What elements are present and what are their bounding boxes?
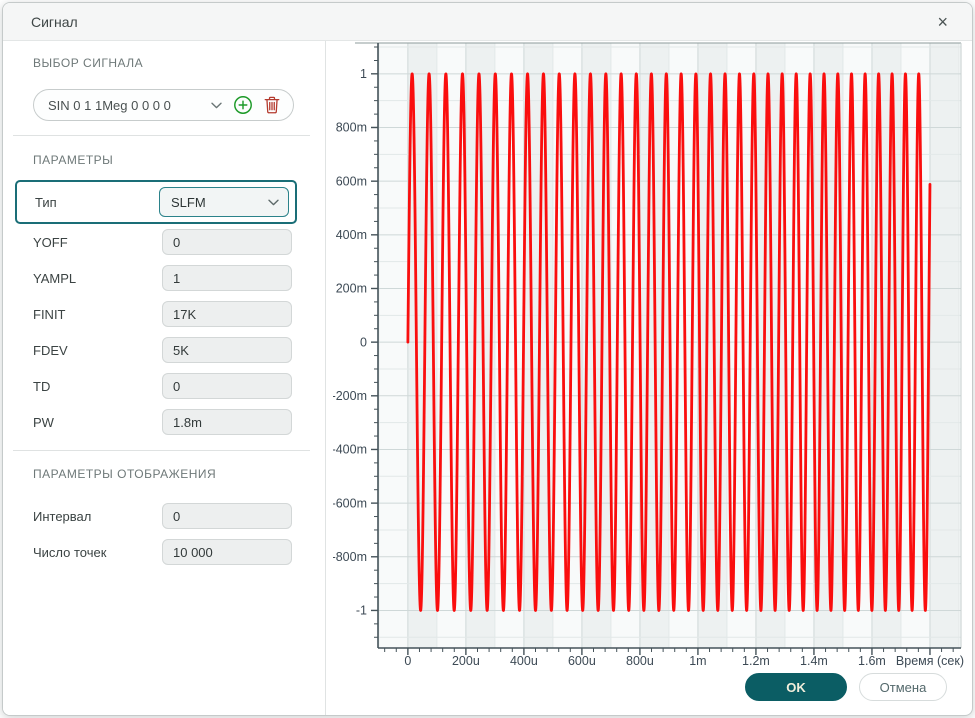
- signal-select-value: SIN 0 1 1Meg 0 0 0 0: [48, 97, 171, 113]
- svg-text:-1: -1: [356, 604, 367, 618]
- param-label-type: Тип: [35, 194, 57, 210]
- signal-select-combo[interactable]: SIN 0 1 1Meg 0 0 0 0: [33, 89, 294, 121]
- section-label-display-parameters: ПАРАМЕТРЫ ОТОБРАЖЕНИЯ: [33, 467, 217, 481]
- param-label-pw: PW: [33, 414, 54, 430]
- chevron-down-icon: [210, 101, 223, 110]
- param-row-yoff: YOFF: [33, 229, 292, 255]
- display-input-interval[interactable]: [162, 503, 292, 529]
- type-row-highlight: Тип SLFM: [15, 180, 297, 224]
- display-row-interval: Интервал: [33, 503, 292, 529]
- svg-text:200m: 200m: [336, 282, 367, 296]
- param-input-finit[interactable]: [162, 301, 292, 327]
- ok-button[interactable]: OK: [745, 673, 847, 701]
- param-label-fdev: FDEV: [33, 342, 68, 358]
- param-row-fdev: FDEV: [33, 337, 292, 363]
- svg-text:1: 1: [360, 67, 367, 81]
- type-select[interactable]: SLFM: [159, 187, 289, 217]
- param-label-yampl: YAMPL: [33, 270, 77, 286]
- param-input-pw[interactable]: [162, 409, 292, 435]
- param-label-finit: FINIT: [33, 306, 66, 322]
- svg-text:-400m: -400m: [333, 443, 367, 457]
- param-input-fdev[interactable]: [162, 337, 292, 363]
- svg-text:200u: 200u: [452, 654, 480, 668]
- dialog-title: Сигнал: [31, 13, 78, 30]
- svg-text:Время (сек): Время (сек): [896, 654, 964, 668]
- delete-signal-icon[interactable]: [263, 95, 281, 115]
- section-label-parameters: ПАРАМЕТРЫ: [33, 153, 114, 167]
- param-input-yoff[interactable]: [162, 229, 292, 255]
- svg-text:800m: 800m: [336, 121, 367, 135]
- svg-text:-200m: -200m: [333, 389, 367, 403]
- param-row-td: TD: [33, 373, 292, 399]
- add-signal-icon[interactable]: [232, 94, 254, 116]
- chevron-down-icon: [268, 193, 279, 211]
- param-row-pw: PW: [33, 409, 292, 435]
- display-label-points: Число точек: [33, 544, 107, 560]
- svg-text:600m: 600m: [336, 174, 367, 188]
- type-select-value: SLFM: [171, 194, 206, 210]
- param-input-td[interactable]: [162, 373, 292, 399]
- display-row-points: Число точек: [33, 539, 292, 565]
- svg-text:0: 0: [360, 335, 367, 349]
- svg-text:0: 0: [404, 654, 411, 668]
- dialog-titlebar: Сигнал ×: [3, 3, 972, 41]
- svg-text:1m: 1m: [689, 654, 706, 668]
- svg-text:-600m: -600m: [333, 496, 367, 510]
- svg-text:800u: 800u: [626, 654, 654, 668]
- svg-text:600u: 600u: [568, 654, 596, 668]
- divider: [13, 135, 310, 136]
- svg-text:1.2m: 1.2m: [742, 654, 770, 668]
- section-label-signal-select: ВЫБОР СИГНАЛА: [33, 56, 144, 70]
- signal-form-panel: ВЫБОР СИГНАЛА SIN 0 1 1Meg 0 0 0 0 ПАРАМ…: [3, 41, 326, 715]
- param-input-yampl[interactable]: [162, 265, 292, 291]
- close-icon[interactable]: ×: [929, 11, 956, 33]
- display-label-interval: Интервал: [33, 508, 92, 524]
- cancel-button[interactable]: Отмена: [859, 673, 947, 701]
- svg-text:400u: 400u: [510, 654, 538, 668]
- param-label-yoff: YOFF: [33, 234, 68, 250]
- param-label-td: TD: [33, 378, 51, 394]
- param-row-yampl: YAMPL: [33, 265, 292, 291]
- signal-plot: 0 200u 400u 600u 800u 1m 1.2m 1.4m 1.6m Время (се…: [333, 42, 964, 668]
- display-input-points[interactable]: [162, 539, 292, 565]
- param-row-finit: FINIT: [33, 301, 292, 327]
- svg-text:1.6m: 1.6m: [858, 654, 886, 668]
- svg-text:1.4m: 1.4m: [800, 654, 828, 668]
- divider: [13, 450, 310, 451]
- svg-text:400m: 400m: [336, 228, 367, 242]
- svg-text:-800m: -800m: [333, 550, 367, 564]
